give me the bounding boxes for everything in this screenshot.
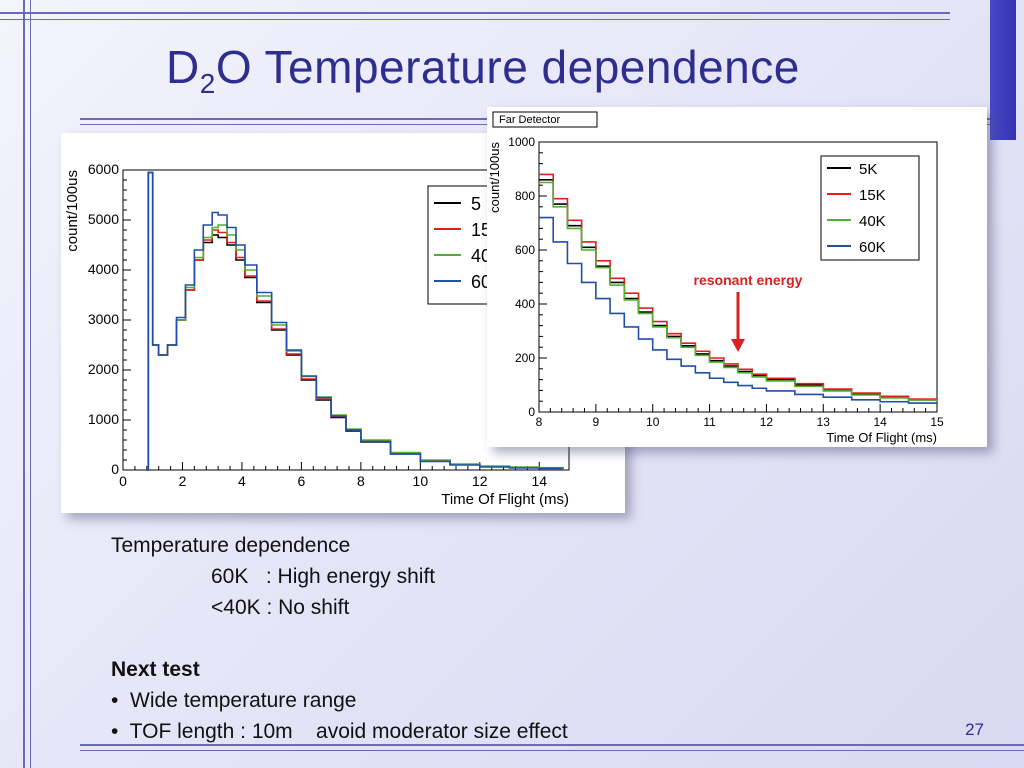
left-border-line-2 bbox=[30, 0, 31, 768]
y-tick-label: 0 bbox=[111, 461, 119, 477]
legend-label-60k: 60 bbox=[471, 272, 491, 292]
notes-blank bbox=[111, 623, 568, 654]
bullet-marker: • bbox=[111, 689, 119, 712]
y-tick-label: 400 bbox=[515, 297, 535, 311]
y-tick-label: 200 bbox=[515, 351, 535, 365]
x-tick-label: 11 bbox=[703, 415, 716, 429]
chart-title-box bbox=[492, 111, 598, 128]
legend-label-40k: 40K bbox=[859, 213, 886, 230]
bullet-item-2: • TOF length : 10m avoid moderator size … bbox=[111, 716, 568, 747]
legend-label-40k: 40 bbox=[471, 246, 491, 266]
x-tick-label: 12 bbox=[472, 473, 488, 489]
x-tick-label: 0 bbox=[119, 473, 127, 489]
top-border-line-1 bbox=[0, 12, 950, 14]
y-axis-label: count/100us bbox=[64, 170, 81, 252]
x-axis-label: Time Of Flight (ms) bbox=[441, 491, 569, 508]
series-line-60k bbox=[146, 171, 564, 471]
next-test-heading: Next test bbox=[111, 658, 200, 681]
bullet-marker: • bbox=[111, 720, 119, 743]
bullet-text-1: Wide temperature range bbox=[130, 689, 357, 712]
legend-label-15k: 15K bbox=[859, 187, 886, 204]
x-axis-label: Time Of Flight (ms) bbox=[826, 430, 937, 445]
y-tick-label: 0 bbox=[528, 405, 535, 419]
y-tick-label: 800 bbox=[515, 189, 535, 203]
slide-number: 27 bbox=[965, 720, 984, 739]
x-tick-label: 2 bbox=[179, 473, 187, 489]
y-tick-label: 1000 bbox=[88, 411, 119, 427]
x-tick-label: 4 bbox=[238, 473, 246, 489]
bottom-border-line-2 bbox=[80, 750, 1024, 751]
annotation-arrow-head bbox=[731, 339, 745, 352]
x-tick-label: 8 bbox=[536, 415, 543, 429]
legend-label-60k: 60K bbox=[859, 239, 886, 256]
inset-chart-panel: 0 200 400 600 800 1000 8 9 10 11 12 13 14 15 Time Of F… bbox=[487, 107, 987, 447]
x-tick-label: 15 bbox=[930, 415, 944, 429]
x-tick-label: 14 bbox=[873, 415, 887, 429]
legend-box bbox=[820, 155, 920, 261]
bullet-text-2: TOF length : 10m avoid moderator size ef… bbox=[129, 720, 568, 743]
notes-line-2: 60K : High energy shift bbox=[211, 565, 436, 588]
corner-accent-block bbox=[990, 0, 1016, 140]
y-tick-label: 1000 bbox=[508, 135, 535, 149]
x-tick-label: 8 bbox=[357, 473, 365, 489]
chart-title: Far Detector bbox=[499, 114, 560, 126]
y-tick-label: 3000 bbox=[88, 311, 119, 327]
top-border-line-2 bbox=[0, 19, 950, 20]
y-tick-label: 4000 bbox=[88, 261, 119, 277]
y-tick-label: 6000 bbox=[88, 161, 119, 177]
x-tick-label: 9 bbox=[593, 415, 600, 429]
y-tick-label: 2000 bbox=[88, 361, 119, 377]
legend-label-5k: 5K bbox=[859, 161, 877, 178]
x-tick-label: 10 bbox=[646, 415, 660, 429]
bullet-item-1: • Wide temperature range bbox=[111, 685, 568, 716]
x-tick-label: 10 bbox=[413, 473, 429, 489]
x-tick-label: 12 bbox=[760, 415, 774, 429]
y-tick-label: 5000 bbox=[88, 211, 119, 227]
notes-line-3: <40K : No shift bbox=[211, 596, 350, 619]
legend-label-15k: 15 bbox=[471, 220, 491, 240]
bottom-border-line-1 bbox=[80, 744, 1024, 746]
notes-block: Temperature dependence 60K : High energy… bbox=[111, 530, 568, 747]
legend-label-5k: 5 bbox=[471, 194, 481, 214]
y-axis-label: count/100us bbox=[487, 142, 502, 213]
x-tick-label: 13 bbox=[817, 415, 831, 429]
y-tick-label: 600 bbox=[515, 243, 535, 257]
left-border-line-1 bbox=[23, 0, 25, 768]
series-line-60k bbox=[539, 216, 938, 404]
slide-title: D2O Temperature dependence bbox=[166, 41, 800, 100]
x-tick-label: 14 bbox=[531, 473, 547, 489]
x-tick-label: 6 bbox=[298, 473, 306, 489]
series-line-40k bbox=[539, 181, 938, 402]
notes-line-1: Temperature dependence bbox=[111, 534, 351, 557]
annotation-label: resonant energy bbox=[694, 272, 803, 288]
inset-chart-legend: 5K 15K 40K 60K bbox=[820, 155, 920, 261]
